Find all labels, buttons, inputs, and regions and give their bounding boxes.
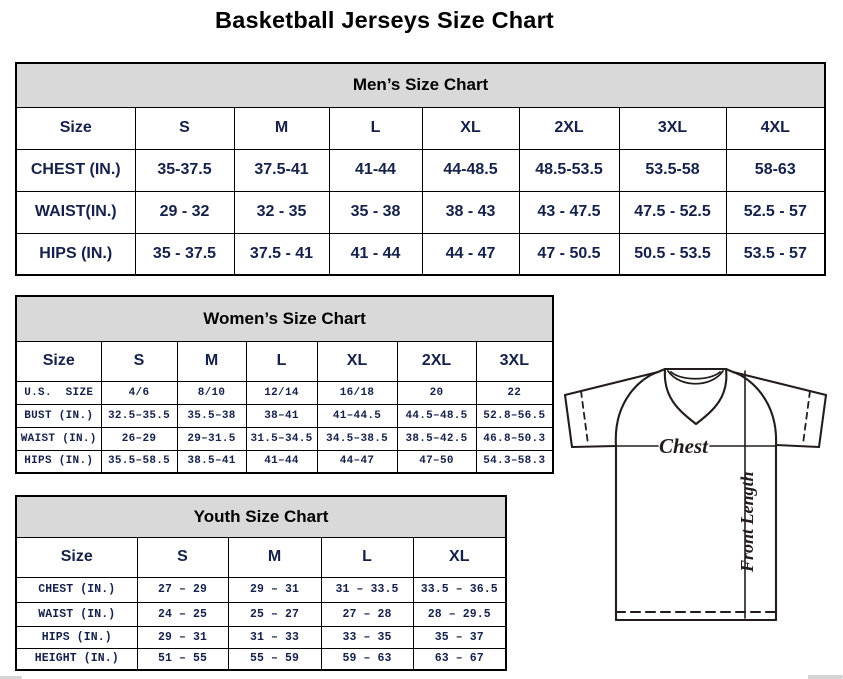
svg-text:Front Length: Front Length xyxy=(737,471,757,573)
svg-text:Chest: Chest xyxy=(659,434,709,458)
